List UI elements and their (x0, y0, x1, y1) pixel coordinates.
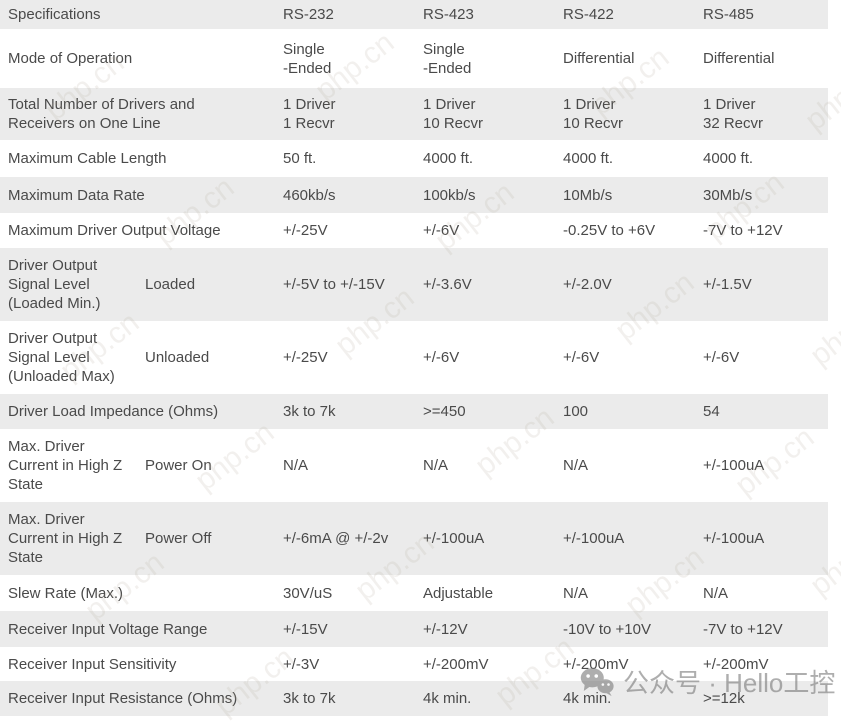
table-row: Maximum Cable Length 50 ft. 4000 ft. 400… (0, 140, 828, 177)
header-cell-rs485: RS-485 (703, 6, 754, 23)
spec-cell: Slew Rate (Max.) (8, 584, 124, 602)
header-cell-rs423: RS-423 (423, 6, 474, 23)
table-row: Driver Output Signal Level (Loaded Min.)… (0, 248, 828, 321)
spec-cell: Driver Output Signal Level (Unloaded Max… (8, 330, 115, 385)
value-cell: 3k to 7k (283, 690, 336, 707)
value-cell: +/-6V (423, 222, 460, 239)
value-cell: 4000 ft. (423, 150, 474, 167)
value-cell: +/-6V (423, 349, 460, 366)
spec-cell: Maximum Driver Output Voltage (8, 222, 221, 239)
value-cell: 30V/uS (283, 584, 333, 602)
value-cell: Single -Ended (283, 40, 332, 77)
value-cell: +/-100uA (423, 530, 485, 547)
value-cell: N/A (703, 584, 729, 602)
value-cell: 1 Driver 1 Recvr (283, 96, 336, 132)
value-cell: +/-200mV (423, 655, 489, 673)
value-cell: 100kb/s (423, 186, 476, 204)
value-cell: N/A (563, 457, 589, 474)
value-cell: +/-100uA (703, 457, 765, 474)
value-cell: Adjustable (423, 584, 494, 602)
table-row: Total Number of Drivers and Receivers on… (0, 88, 828, 140)
spec-cell: Max. Driver Current in High Z State (8, 511, 123, 566)
value-cell: +/-1.5V (703, 276, 752, 293)
value-cell: +/-3.6V (423, 276, 472, 293)
value-cell: +/-100uA (703, 530, 765, 547)
value-cell: +/-12V (423, 620, 468, 638)
spec-cell: Maximum Cable Length (8, 150, 167, 167)
sub-label-cell: Loaded (145, 276, 196, 293)
spec-cell: Receiver Input Sensitivity (8, 655, 177, 673)
value-cell: 3k to 7k (283, 403, 336, 420)
table-row: Max. Driver Current in High Z State Powe… (0, 502, 828, 575)
header-cell-rs232: RS-232 (283, 6, 334, 23)
value-cell: 460kb/s (283, 186, 336, 204)
table-row: Max. Driver Current in High Z State Powe… (0, 429, 828, 502)
value-cell: N/A (283, 457, 309, 474)
value-cell: 54 (703, 403, 720, 420)
value-cell: 1 Driver 10 Recvr (423, 96, 484, 132)
sub-label-cell: Power On (145, 457, 212, 474)
spec-cell: Mode of Operation (8, 50, 133, 67)
value-cell: +/-200mV (563, 655, 629, 673)
value-cell: Differential (563, 50, 635, 67)
table-row: Maximum Data Rate 460kb/s 100kb/s 10Mb/s… (0, 177, 828, 213)
value-cell: +/-3V (283, 655, 320, 673)
value-cell: +/-2.0V (563, 276, 612, 293)
table-row: Receiver Input Sensitivity +/-3V +/-200m… (0, 647, 828, 681)
value-cell: 50 ft. (283, 150, 317, 167)
value-cell: +/-200mV (703, 655, 769, 673)
table-row: Receiver Input Voltage Range +/-15V +/-1… (0, 611, 828, 647)
value-cell: -0.25V to +6V (563, 222, 656, 239)
spec-cell: Driver Load Impedance (Ohms) (8, 403, 219, 420)
value-cell: +/-25V (283, 349, 328, 366)
value-cell: -10V to +10V (563, 620, 651, 638)
spec-cell: Driver Output Signal Level (Loaded Min.) (8, 257, 101, 312)
table-header-row: Specifications RS-232 RS-423 RS-422 RS-4… (0, 0, 828, 29)
value-cell: >=12k (703, 690, 745, 707)
value-cell: +/-6V (703, 349, 740, 366)
spec-cell: Maximum Data Rate (8, 186, 145, 204)
sub-label-cell: Power Off (145, 530, 212, 547)
specs-table: Specifications RS-232 RS-423 RS-422 RS-4… (0, 0, 828, 716)
table-row: Driver Output Signal Level (Unloaded Max… (0, 321, 828, 394)
spec-cell: Receiver Input Resistance (Ohms) (8, 690, 238, 707)
value-cell: N/A (563, 584, 589, 602)
spec-cell: Total Number of Drivers and Receivers on… (8, 96, 195, 132)
value-cell: 1 Driver 10 Recvr (563, 96, 624, 132)
value-cell: +/-25V (283, 222, 328, 239)
value-cell: 1 Driver 32 Recvr (703, 96, 764, 132)
value-cell: 4k min. (563, 690, 612, 707)
spec-cell: Receiver Input Voltage Range (8, 620, 208, 638)
value-cell: +/-5V to +/-15V (283, 276, 385, 293)
value-cell: +/-6mA @ +/-2v (283, 530, 389, 547)
value-cell: +/-6V (563, 349, 600, 366)
spec-cell: Max. Driver Current in High Z State (8, 438, 123, 493)
value-cell: 4000 ft. (563, 150, 614, 167)
table-row: Maximum Driver Output Voltage +/-25V +/-… (0, 213, 828, 248)
value-cell: 100 (563, 403, 589, 420)
header-cell-rs422: RS-422 (563, 6, 614, 23)
value-cell: +/-15V (283, 620, 328, 638)
value-cell: 30Mb/s (703, 186, 753, 204)
value-cell: 4k min. (423, 690, 472, 707)
value-cell: +/-100uA (563, 530, 625, 547)
table-row: Receiver Input Resistance (Ohms) 3k to 7… (0, 681, 828, 716)
value-cell: Differential (703, 50, 775, 67)
value-cell: N/A (423, 457, 449, 474)
value-cell: Single -Ended (423, 40, 472, 77)
table-row: Driver Load Impedance (Ohms) 3k to 7k >=… (0, 394, 828, 429)
sub-label-cell: Unloaded (145, 349, 210, 366)
header-cell-specifications: Specifications (8, 6, 101, 23)
table-row: Slew Rate (Max.) 30V/uS Adjustable N/A N… (0, 575, 828, 611)
value-cell: >=450 (423, 403, 466, 420)
value-cell: -7V to +12V (703, 620, 783, 638)
value-cell: 4000 ft. (703, 150, 754, 167)
value-cell: 10Mb/s (563, 186, 613, 204)
table-row: Mode of Operation Single -Ended Single -… (0, 29, 828, 88)
value-cell: -7V to +12V (703, 222, 783, 239)
